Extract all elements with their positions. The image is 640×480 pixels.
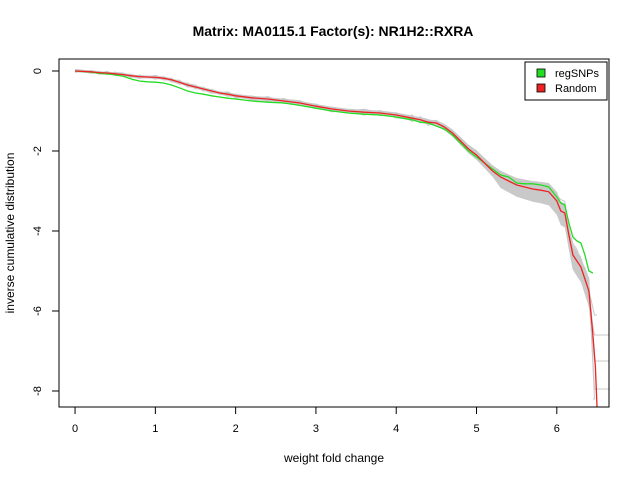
series-lines [75,70,598,408]
background-band [75,69,593,351]
x-tick-label: 5 [473,423,479,435]
y-tick-label: -6 [32,306,44,316]
y-tick-label: -2 [32,146,44,156]
x-axis-label: weight fold change [283,451,384,465]
background-runs [74,68,609,400]
legend: regSNPs Random [524,61,608,101]
y-axis: 0 -2 -4 -6 -8 [32,68,60,396]
x-tick-label: 6 [554,423,560,435]
chart-title: Matrix: MA0115.1 Factor(s): NR1H2::RXRA [193,23,474,39]
x-tick-label: 3 [313,423,319,435]
background-run-line [75,69,596,400]
x-tick-label: 0 [72,423,78,435]
background-run-line [75,70,609,390]
legend-label-regsnps: regSNPs [555,68,600,80]
y-tick-label: -4 [32,226,44,236]
y-axis-label: inverse cumulative distribution [3,153,17,314]
legend-box [524,61,608,101]
y-tick-label: -8 [32,386,44,396]
random-line [75,70,598,408]
regsnps-line [75,70,594,274]
y-tick-label: 0 [32,68,44,74]
x-tick-label: 1 [152,423,158,435]
random-envelope [75,69,593,351]
legend-label-random: Random [555,83,597,95]
legend-swatch-regsnps [536,68,546,78]
legend-swatch-random [536,83,546,93]
x-tick-label: 2 [233,423,239,435]
x-tick-label: 4 [393,423,399,435]
background-run-line [74,69,609,362]
x-axis: 0 1 2 3 4 5 6 [72,406,560,435]
